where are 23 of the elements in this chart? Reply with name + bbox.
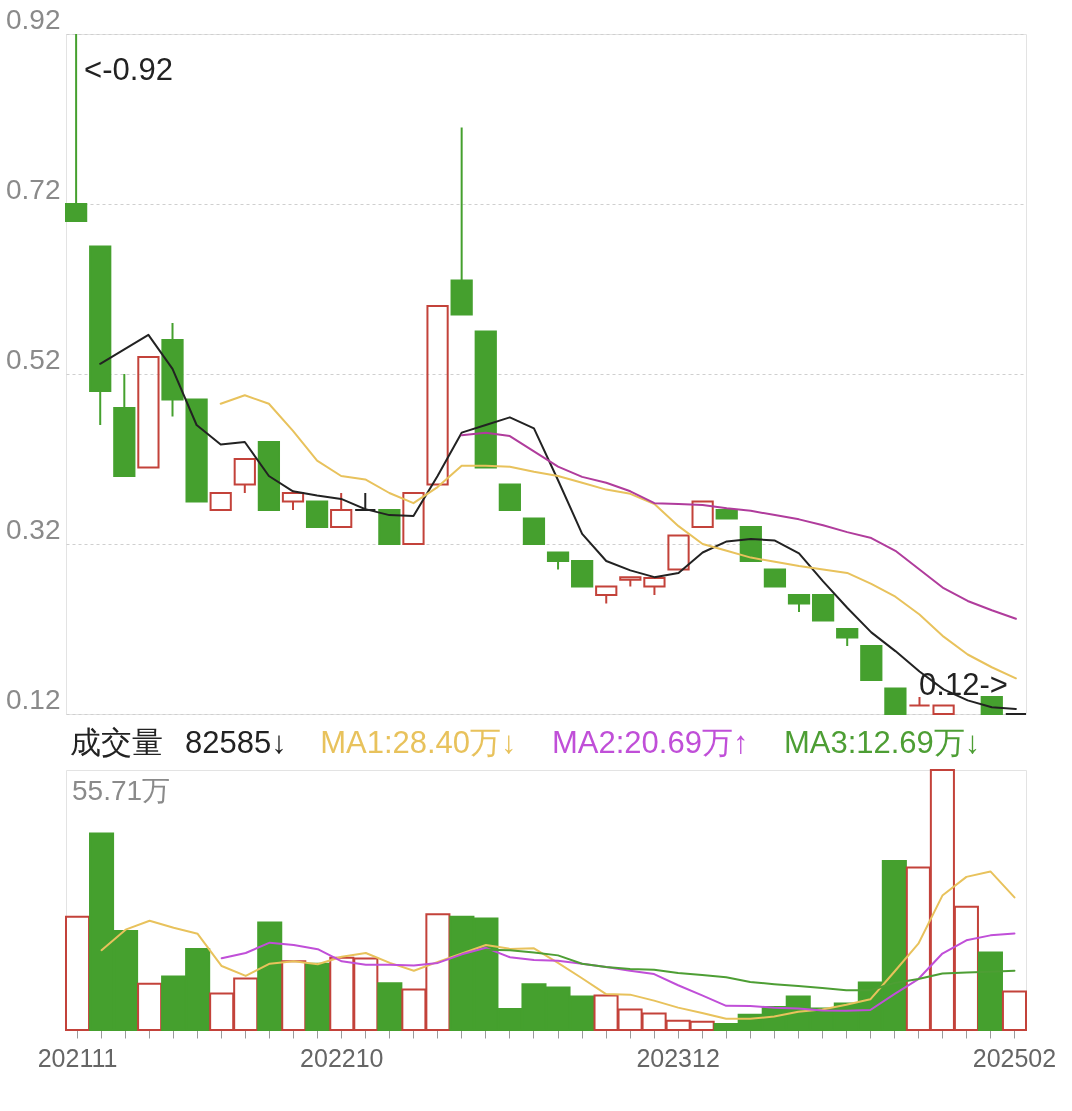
bar xyxy=(377,982,403,1031)
bar xyxy=(137,982,163,1031)
chart-title: 成交量 xyxy=(70,725,163,760)
text: MA1:28.40万↓ xyxy=(320,725,517,760)
annotation: 55.71万 xyxy=(72,775,171,806)
bar xyxy=(305,962,331,1031)
y-tick-label: 0.92 xyxy=(6,3,61,35)
x-tick-label: 202502 xyxy=(972,1043,1057,1072)
y-tick-label: 0.52 xyxy=(6,343,61,375)
y-tick-label: 0.32 xyxy=(6,513,61,545)
y-tick-label: 0.72 xyxy=(6,173,61,205)
x-tick-label: 202111 xyxy=(37,1043,118,1072)
text: MA3:12.69万↓ xyxy=(783,725,981,760)
text: 82585↓ xyxy=(185,725,287,760)
bar xyxy=(65,915,91,1031)
x-tick-label: 202210 xyxy=(300,1043,384,1072)
y-tick-label: 0.12 xyxy=(6,683,61,715)
bar xyxy=(257,921,283,1031)
x-tick-label: 202312 xyxy=(636,1043,720,1072)
bar xyxy=(1001,990,1027,1031)
text: MA2:20.69万↑ xyxy=(552,725,749,760)
annotation: <-0.92 xyxy=(84,52,173,87)
bar xyxy=(281,960,307,1031)
